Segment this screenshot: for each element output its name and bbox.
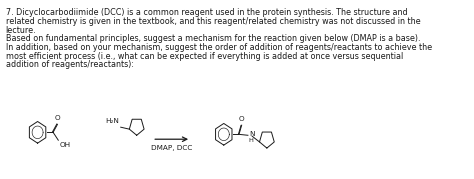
Text: H: H xyxy=(249,138,254,143)
Text: Based on fundamental principles, suggest a mechanism for the reaction given belo: Based on fundamental principles, suggest… xyxy=(6,34,420,43)
Text: N: N xyxy=(249,131,254,137)
Text: OH: OH xyxy=(59,142,70,148)
Text: addition of reagents/reactants):: addition of reagents/reactants): xyxy=(6,60,134,69)
Text: O: O xyxy=(55,115,60,120)
Text: lecture.: lecture. xyxy=(6,26,36,35)
Text: In addition, based on your mechanism, suggest the order of addition of reagents/: In addition, based on your mechanism, su… xyxy=(6,43,432,52)
Text: most efficient process (i.e., what can be expected if everything is added at onc: most efficient process (i.e., what can b… xyxy=(6,52,403,61)
Text: H₂N: H₂N xyxy=(105,118,119,124)
Text: DMAP, DCC: DMAP, DCC xyxy=(151,145,192,151)
Text: related chemistry is given in the textbook, and this reagent/related chemistry w: related chemistry is given in the textbo… xyxy=(6,17,420,26)
Text: O: O xyxy=(239,117,245,122)
Text: 7. Dicyclocarbodiimide (DCC) is a common reagent used in the protein synthesis. : 7. Dicyclocarbodiimide (DCC) is a common… xyxy=(6,8,407,17)
